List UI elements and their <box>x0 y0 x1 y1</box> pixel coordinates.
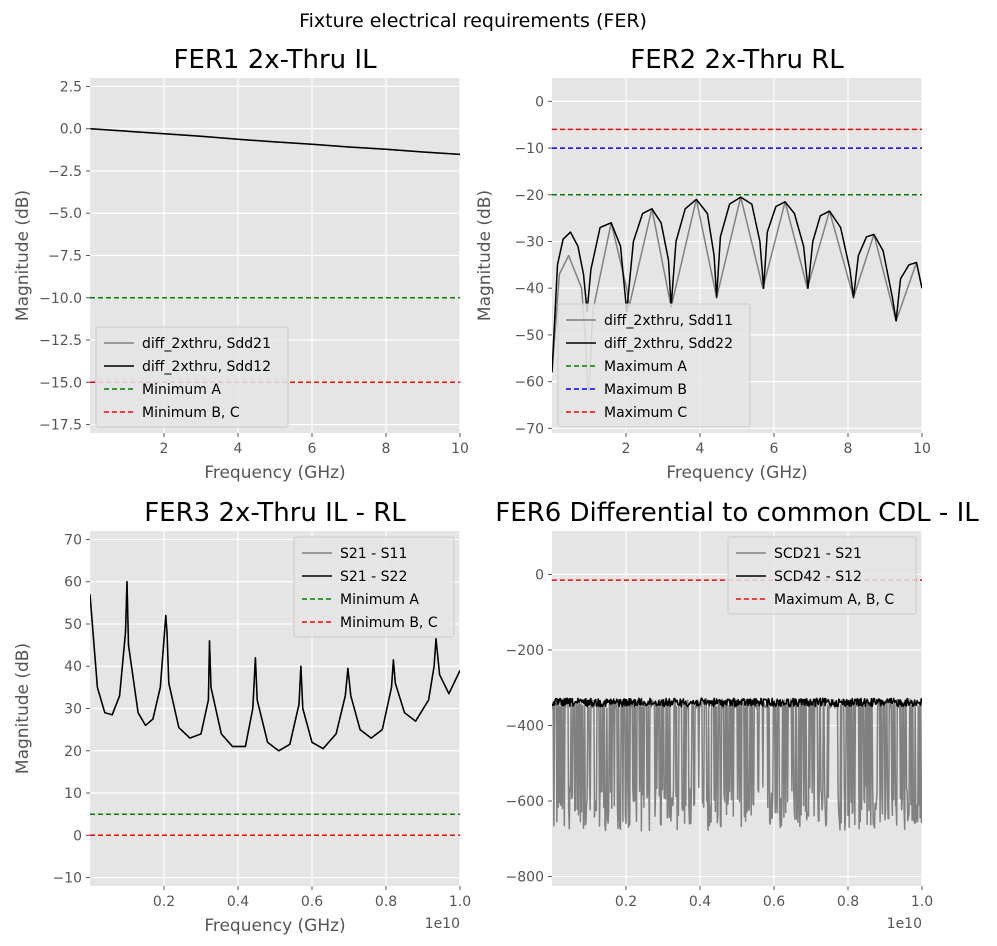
y-axis-label: Magnitude (dB) <box>475 190 495 321</box>
x-tick-label: 1.0 <box>449 894 471 910</box>
y-tick-label: −2.5 <box>48 164 82 180</box>
y-tick-label: −60 <box>514 375 544 391</box>
chart-panels: 2 4 6 8 10 2.5 0.0 −2.5 −5.0 −7.5 −10.0 −12.5 −15.0 −… <box>13 45 979 936</box>
chart-panel-4: 0.2 0.4 0.6 0.8 1.0 0 −200 −400 −600 −800 FER6 Dif… <box>495 498 979 932</box>
y-tick-label: 60 <box>64 575 82 591</box>
y-tick-label: 10 <box>64 786 82 802</box>
panel-title: FER6 Differential to common CDL - IL <box>495 498 979 528</box>
chart-panel-1: 2 4 6 8 10 2.5 0.0 −2.5 −5.0 −7.5 −10.0 −12.5 −15.0 −… <box>13 45 469 483</box>
y-tick-label: −7.5 <box>48 249 82 265</box>
x-tick-label: 2 <box>622 441 631 457</box>
x-tick-label: 6 <box>308 441 317 457</box>
legend: diff_2xthru, Sdd11 diff_2xthru, Sdd22 Maxi… <box>557 303 751 428</box>
x-tick-label: 0.4 <box>689 894 711 910</box>
legend-label-3: Minimum A <box>142 382 221 398</box>
legend-box <box>293 536 455 638</box>
legend-label-1: diff_2xthru, Sdd21 <box>142 336 271 352</box>
legend-label-3: Maximum A, B, C <box>774 592 894 608</box>
x-tick-label: 0.6 <box>301 894 323 910</box>
y-tick-label: −800 <box>506 870 544 886</box>
y-axis-label: Magnitude (dB) <box>13 643 33 774</box>
x-tick-label: 4 <box>696 441 705 457</box>
x-tick-label: 6 <box>770 441 779 457</box>
y-tick-label: −50 <box>514 328 544 344</box>
y-tick-label: 2.5 <box>60 79 82 95</box>
x-tick-label: 8 <box>382 441 391 457</box>
x-offset-label: 1e10 <box>425 916 460 932</box>
x-tick-label: 0.6 <box>763 894 785 910</box>
y-tick-label: 0 <box>535 94 544 110</box>
panel-title: FER3 2x-Thru IL - RL <box>144 498 406 528</box>
y-tick-label: −10 <box>52 871 82 887</box>
legend-label-4: Minimum B, C <box>340 615 438 631</box>
chart-panel-3: 0.2 0.4 0.6 0.8 1.0 70 60 50 40 30 20 10 0 −10 FER3 2x… <box>13 498 471 936</box>
x-tick-label: 10 <box>913 441 931 457</box>
y-tick-label: −40 <box>514 281 544 297</box>
legend: S21 - S11 S21 - S22 Minimum A Minimum B, C <box>293 536 455 638</box>
y-tick-label: −200 <box>506 643 544 659</box>
y-tick-label: 40 <box>64 659 82 675</box>
y-tick-label: 0 <box>535 567 544 583</box>
y-tick-label: 50 <box>64 617 82 633</box>
x-tick-label: 4 <box>234 441 243 457</box>
x-tick-label: 0.4 <box>227 894 249 910</box>
legend-label-4: Minimum B, C <box>142 405 240 421</box>
legend-label-4: Maximum B <box>604 382 687 398</box>
x-axis-label: Frequency (GHz) <box>204 916 345 936</box>
y-tick-label: −600 <box>506 794 544 810</box>
figure-suptitle: Fixture electrical requirements (FER) <box>299 10 647 32</box>
legend-label-1: SCD21 - S21 <box>774 546 862 562</box>
panel-title: FER1 2x-Thru IL <box>173 45 377 75</box>
y-tick-label: 70 <box>64 532 82 548</box>
y-tick-label: −20 <box>514 188 544 204</box>
x-tick-label: 1.0 <box>911 894 933 910</box>
y-tick-label: −70 <box>514 421 544 437</box>
y-axis-label: Magnitude (dB) <box>13 190 33 321</box>
legend-box <box>727 536 917 615</box>
y-tick-label: 30 <box>64 702 82 718</box>
y-tick-label: −17.5 <box>39 418 82 434</box>
legend: diff_2xthru, Sdd21 diff_2xthru, Sdd12 Mini… <box>95 326 289 428</box>
y-tick-label: 20 <box>64 744 82 760</box>
y-tick-label: −400 <box>506 718 544 734</box>
legend-label-2: diff_2xthru, Sdd12 <box>142 359 271 375</box>
y-tick-label: −30 <box>514 234 544 250</box>
legend-box <box>95 326 289 428</box>
legend-label-5: Maximum C <box>604 405 687 421</box>
series-line-2 <box>552 697 922 708</box>
x-tick-label: 0.8 <box>837 894 859 910</box>
x-tick-label: 2 <box>160 441 169 457</box>
panel-title: FER2 2x-Thru RL <box>630 45 844 75</box>
y-tick-label: −10 <box>514 141 544 157</box>
x-tick-label: 0.2 <box>615 894 637 910</box>
x-axis-label: Frequency (GHz) <box>666 463 807 483</box>
x-offset-label: 1e10 <box>887 916 922 932</box>
legend-label-2: SCD42 - S12 <box>774 569 862 585</box>
y-tick-label: −5.0 <box>48 206 82 222</box>
x-tick-label: 10 <box>451 441 469 457</box>
series-line-2 <box>552 196 922 373</box>
y-tick-label: 0.0 <box>60 122 82 138</box>
x-tick-label: 8 <box>844 441 853 457</box>
y-tick-label: −10.0 <box>39 291 82 307</box>
legend-label-3: Maximum A <box>604 359 687 375</box>
legend-label-2: diff_2xthru, Sdd22 <box>604 336 733 352</box>
legend-label-2: S21 - S22 <box>340 569 407 585</box>
y-tick-label: −12.5 <box>39 333 82 349</box>
y-tick-label: 0 <box>73 828 82 844</box>
x-tick-label: 0.8 <box>375 894 397 910</box>
legend-label-1: diff_2xthru, Sdd11 <box>604 313 733 329</box>
legend-box <box>557 303 751 428</box>
legend-label-3: Minimum A <box>340 592 419 608</box>
y-tick-label: −15.0 <box>39 375 82 391</box>
x-tick-label: 0.2 <box>153 894 175 910</box>
series-line-2 <box>90 127 460 156</box>
series-line-2 <box>90 580 460 752</box>
legend: SCD21 - S21 SCD42 - S12 Maximum A, B, C <box>727 536 917 615</box>
chart-panel-2: 2 4 6 8 10 0 −10 −20 −30 −40 −50 −60 −70 FER2 2x-Thru… <box>475 45 931 483</box>
series-group <box>90 580 460 837</box>
legend-label-1: S21 - S11 <box>340 546 407 562</box>
x-axis-label: Frequency (GHz) <box>204 463 345 483</box>
